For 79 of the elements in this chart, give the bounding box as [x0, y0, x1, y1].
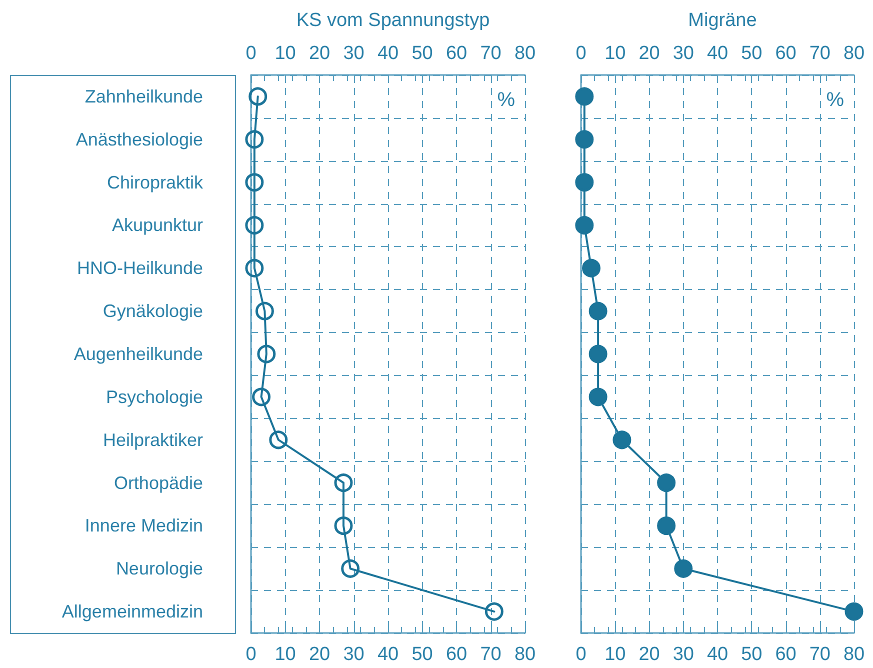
- point: [588, 388, 608, 406]
- x-tick-label: 80: [843, 644, 865, 665]
- x-tick-label: 40: [377, 644, 399, 665]
- x-tick-label: 20: [308, 644, 330, 665]
- x2-tick-label: 10: [604, 43, 626, 64]
- y-tick-label: Akupunktur: [112, 215, 203, 236]
- x2-tick-label: 0: [246, 43, 256, 64]
- point: [334, 516, 353, 535]
- x-tick-label: 40: [706, 644, 728, 665]
- x2-tick-label: 80: [843, 43, 865, 64]
- point: [588, 344, 608, 364]
- x2-tick-label: 80: [514, 43, 536, 64]
- point: [245, 258, 264, 278]
- point: [575, 216, 594, 234]
- x2-tick-label: 30: [343, 43, 364, 64]
- x-tick-label: 30: [672, 644, 694, 665]
- chart-title: KS vom Spannungstyp: [296, 10, 490, 31]
- point: [674, 559, 693, 578]
- point: [588, 302, 608, 320]
- x-tick-label: 0: [246, 644, 256, 665]
- point: [575, 87, 594, 106]
- x-tick-label: 80: [514, 644, 536, 665]
- point: [245, 173, 264, 192]
- point: [657, 516, 676, 535]
- point: [257, 344, 276, 364]
- x2-tick-label: 30: [672, 43, 694, 64]
- point: [341, 559, 360, 578]
- x-tick-label: 70: [480, 644, 502, 665]
- y-tick-label: Psychologie: [106, 386, 203, 407]
- point: [612, 430, 632, 450]
- x-tick-label: 50: [412, 644, 433, 665]
- y-tick-label: Heilpraktiker: [102, 430, 204, 450]
- x2-tick-label: 70: [809, 43, 830, 64]
- annotation: %: [497, 89, 516, 111]
- y-tick-label: Innere Medizin: [84, 516, 203, 536]
- x2-tick-label: 0: [576, 43, 586, 64]
- x2-tick-label: 60: [446, 43, 468, 64]
- x-tick-label: 70: [809, 644, 830, 665]
- y-tick-label: Orthopädie: [114, 472, 203, 493]
- x2-tick-label: 20: [308, 43, 330, 64]
- x-tick-label: 30: [343, 644, 364, 665]
- point: [255, 302, 274, 320]
- point: [245, 130, 264, 149]
- x-tick-label: 20: [638, 644, 660, 665]
- y-tick-label: Gynäkologie: [102, 301, 203, 322]
- point: [575, 173, 594, 192]
- y-tick-label: Anästhesiologie: [76, 129, 203, 150]
- x-tick-label: 60: [446, 644, 468, 665]
- x2-tick-label: 70: [480, 43, 502, 64]
- y-tick-label: Chiropraktik: [106, 172, 204, 192]
- point: [575, 130, 594, 149]
- y-tick-label: HNO-Heilkunde: [76, 258, 203, 278]
- y-tick-label: Zahnheilkunde: [84, 86, 203, 106]
- point: [269, 430, 288, 450]
- point: [657, 474, 676, 492]
- y-tick-label: Augenheilkunde: [74, 344, 203, 364]
- point: [245, 216, 264, 234]
- x-tick-label: 0: [576, 644, 586, 665]
- x-tick-label: 10: [274, 644, 296, 665]
- point: [252, 388, 271, 406]
- x2-tick-label: 60: [775, 43, 796, 64]
- x2-tick-label: 10: [274, 43, 296, 64]
- x-tick-label: 10: [604, 644, 626, 665]
- point: [582, 258, 600, 278]
- x2-tick-label: 50: [741, 43, 762, 64]
- y-tick-label: Allgemeinmedizin: [62, 602, 203, 622]
- x2-tick-label: 20: [638, 43, 660, 64]
- point: [248, 87, 268, 106]
- x-tick-label: 50: [741, 644, 762, 665]
- chart-title: Migräne: [688, 10, 757, 31]
- point: [334, 474, 353, 492]
- x2-tick-label: 40: [377, 43, 399, 64]
- annotation: %: [826, 89, 844, 111]
- x-tick-label: 60: [775, 644, 796, 665]
- point: [844, 602, 864, 621]
- point: [484, 602, 504, 621]
- y-tick-label: Neurologie: [116, 558, 203, 579]
- x2-tick-label: 50: [412, 43, 433, 64]
- x2-tick-label: 40: [706, 43, 728, 64]
